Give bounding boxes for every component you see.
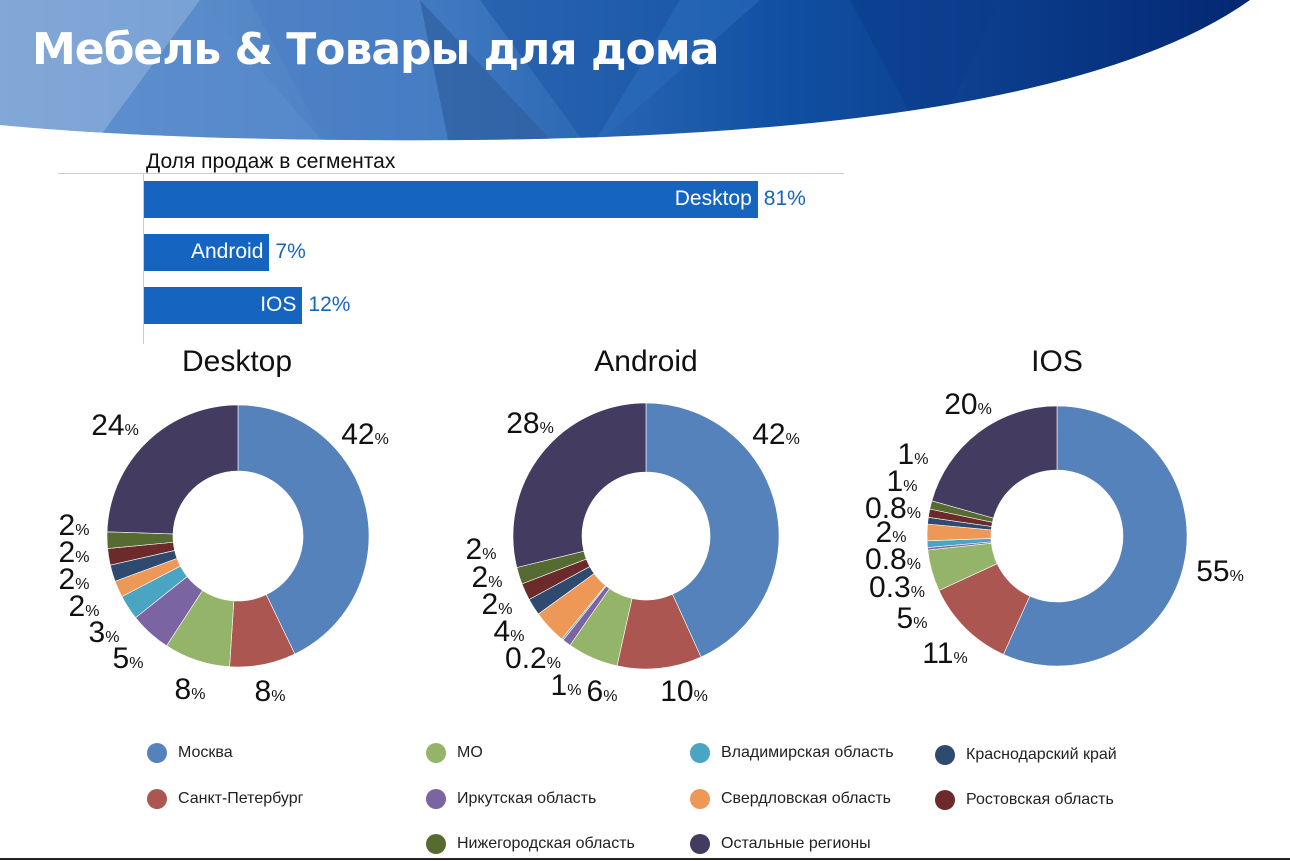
legend-item: Остальные регионы — [690, 834, 871, 854]
pie-data-label: 4% — [494, 615, 525, 648]
pie-data-label: 3% — [89, 616, 120, 649]
legend-marker — [690, 789, 710, 809]
bar-label: Desktop — [674, 187, 752, 210]
header-background — [0, 0, 1250, 141]
pie-data-label: 0.8% — [865, 543, 921, 576]
legend-marker — [935, 790, 955, 810]
bar-axis — [143, 174, 144, 344]
pie-data-label: 2% — [482, 588, 513, 621]
legend-label: Владимирская область — [721, 744, 894, 761]
legend-item: Москва — [147, 743, 233, 763]
bar-chart-title: Доля продаж в сегментах — [146, 150, 396, 173]
pie-data-label: 0.8% — [865, 492, 921, 525]
pie-data-label: 42% — [752, 418, 800, 451]
legend-item: Свердловская область — [690, 789, 891, 809]
bar-label: IOS — [260, 293, 297, 316]
legend-label: Москва — [178, 744, 233, 761]
pie-data-label: 2% — [472, 561, 503, 594]
legend-item: Краснодарский край — [935, 745, 1117, 765]
legend-marker — [426, 834, 446, 854]
bar-label: Android — [191, 240, 264, 263]
legend-item: Нижегородская область — [426, 834, 635, 854]
pie-slice — [1003, 405, 1188, 667]
pie-data-label: 5% — [113, 642, 144, 675]
bar-ios: IOS 12% — [144, 287, 350, 324]
pie-data-label: 42% — [341, 418, 389, 451]
pie-data-label: 10% — [660, 675, 708, 708]
pie-slice — [512, 402, 647, 568]
pie-slice — [645, 402, 780, 658]
legend-label: МО — [457, 744, 483, 761]
legend-marker — [426, 789, 446, 809]
pie-data-label: 8% — [175, 673, 206, 706]
legend-item: Санкт-Петербург — [147, 789, 303, 809]
pie-data-label: 0.2% — [505, 642, 561, 675]
legend-label: Нижегородская область — [457, 835, 635, 852]
bar-android: Android 7% — [144, 234, 306, 271]
pie-data-label: 2% — [59, 536, 90, 569]
legend-label: Краснодарский край — [966, 746, 1117, 763]
pie-title-desktop: Desktop — [181, 345, 293, 378]
legend-marker — [690, 834, 710, 854]
legend-marker — [147, 743, 167, 763]
bar-value-label: 12% — [308, 293, 351, 316]
bar-desktop: Desktop 81% — [144, 181, 806, 218]
legend-marker — [426, 743, 446, 763]
legend-marker — [147, 789, 167, 809]
legend-item: Иркутская область — [426, 789, 596, 809]
pie-slice — [106, 404, 239, 535]
divider — [58, 173, 844, 174]
legend-label: Иркутская область — [457, 790, 597, 807]
pie-data-label: 5% — [897, 602, 928, 635]
legend-label: Свердловская область — [721, 790, 891, 807]
slide-title: Мебель & Товары для дома — [32, 24, 719, 75]
legend-marker — [935, 745, 955, 765]
pie-data-label: 1% — [887, 465, 918, 498]
pie-data-label: 11% — [922, 637, 967, 670]
pie-data-label: 2% — [69, 590, 100, 623]
pie-data-label: 1% — [551, 669, 582, 702]
pie-data-label: 2% — [59, 563, 90, 596]
pie-data-label: 28% — [506, 407, 554, 440]
bar-value-label: 81% — [763, 187, 806, 210]
pie-data-label: 2% — [59, 509, 90, 542]
pie-title-ios: IOS — [1031, 345, 1083, 378]
pie-slice — [931, 405, 1058, 519]
legend-label: Ростовская область — [966, 791, 1114, 808]
pie-data-label: 1% — [898, 438, 929, 471]
legend-label: Остальные регионы — [721, 835, 871, 852]
pie-data-label: 55% — [1196, 555, 1244, 588]
pie-data-label: 20% — [944, 388, 992, 421]
pie-data-label: 24% — [91, 409, 139, 442]
pie-data-label: 8% — [255, 675, 286, 708]
legend-item: Владимирская область — [690, 743, 894, 763]
pie-data-label: 0.3% — [869, 571, 925, 604]
pie-data-label: 2% — [876, 516, 907, 549]
legend-label: Санкт-Петербург — [178, 790, 304, 807]
pie-data-label: 2% — [466, 533, 497, 566]
bottom-divider — [0, 858, 1290, 860]
pie-slice — [237, 404, 370, 655]
bar-value-label: 7% — [275, 240, 306, 263]
legend-item: Ростовская область — [935, 790, 1114, 810]
pie-data-label: 6% — [587, 675, 618, 708]
legend-item: МО — [426, 743, 483, 763]
pie-title-android: Android — [594, 345, 698, 378]
legend-marker — [690, 743, 710, 763]
